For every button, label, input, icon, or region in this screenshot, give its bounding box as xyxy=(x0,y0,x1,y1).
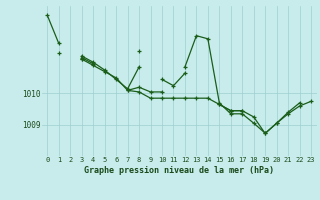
X-axis label: Graphe pression niveau de la mer (hPa): Graphe pression niveau de la mer (hPa) xyxy=(84,166,274,175)
